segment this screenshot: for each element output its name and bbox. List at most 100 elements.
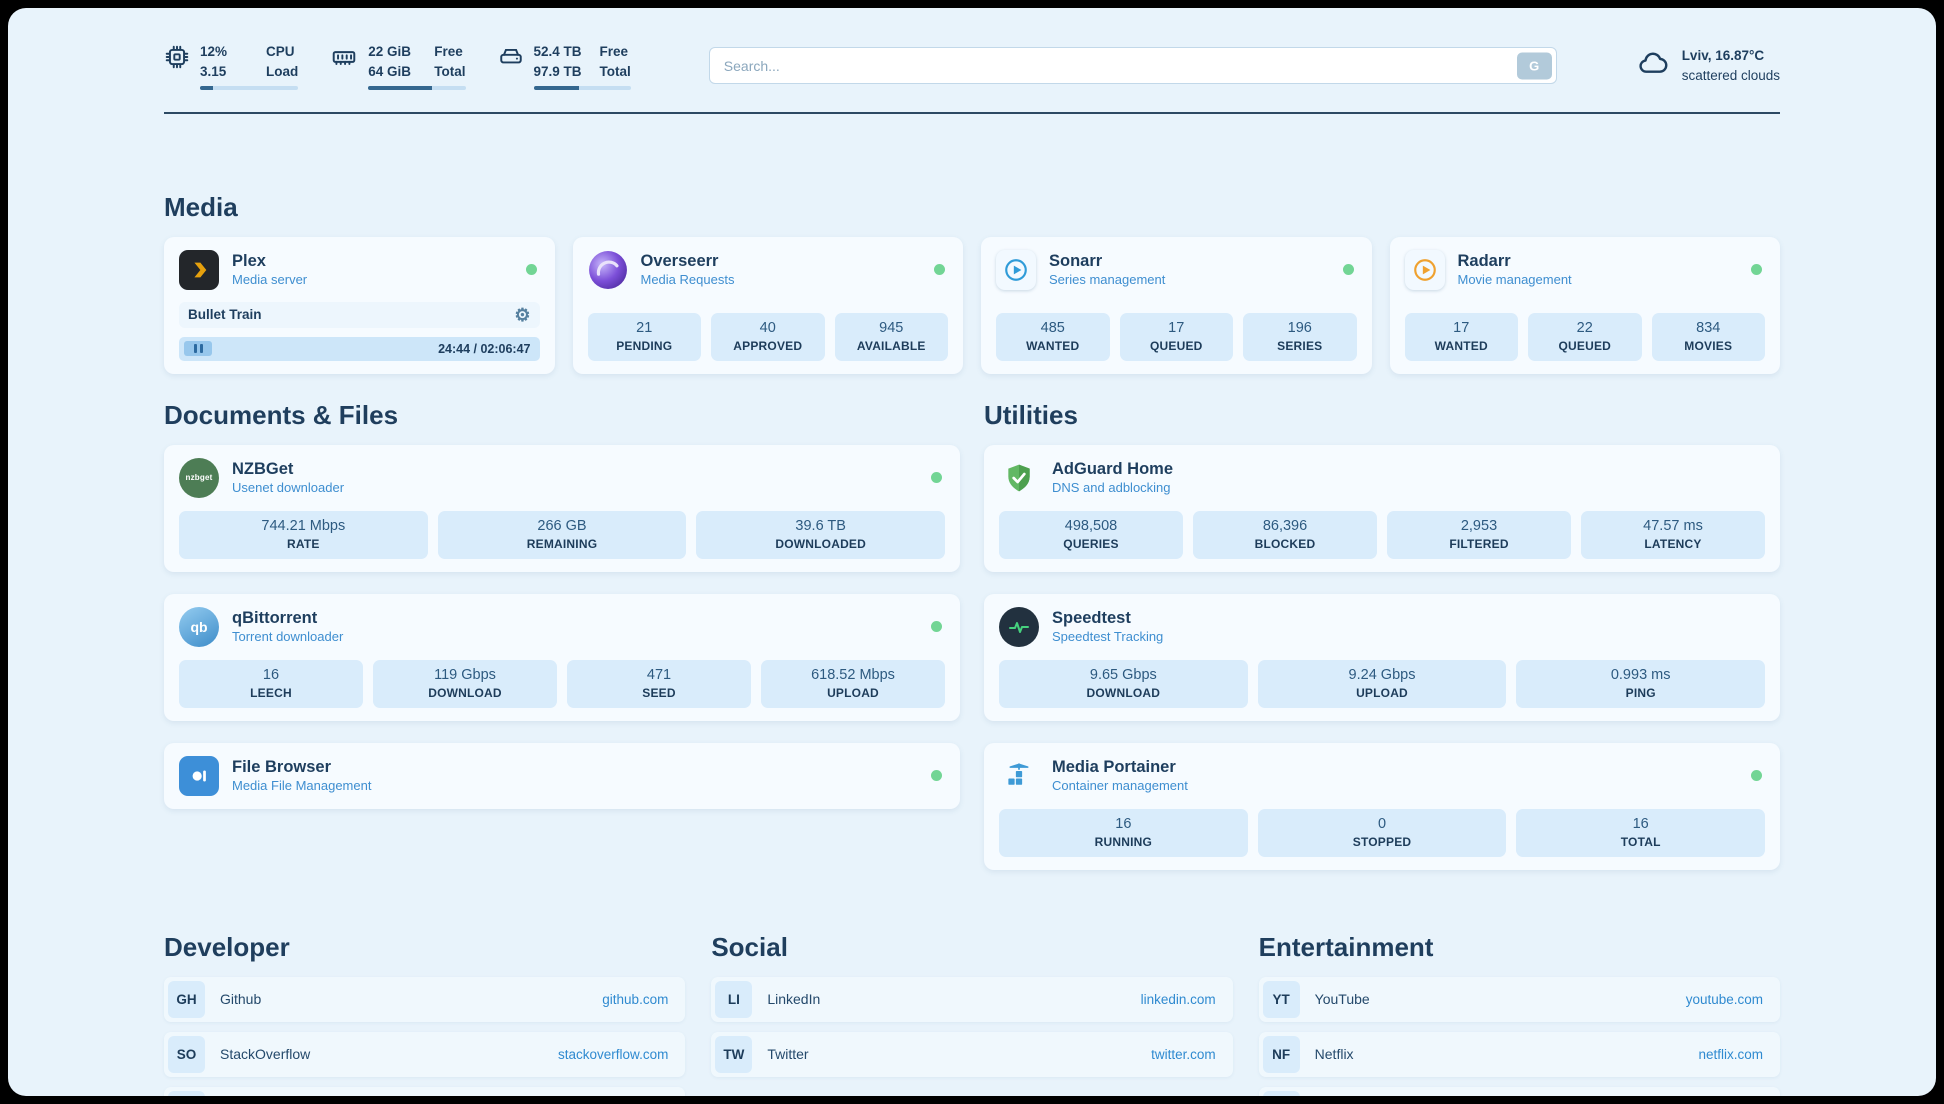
bookmark-link[interactable]: RE Reddit reddit.com bbox=[1258, 1086, 1780, 1096]
stat-value: 17 bbox=[1453, 319, 1470, 336]
speedtest-icon bbox=[999, 606, 1039, 647]
status-dot bbox=[1751, 264, 1762, 275]
app-subtitle: Media server bbox=[232, 272, 308, 288]
app-card-plex[interactable]: Plex Media server Bullet Train ⚙ 24:44 /… bbox=[164, 236, 555, 374]
playback-progress-bar[interactable]: 24:44 / 02:06:47 bbox=[179, 336, 540, 361]
stat-tile: 485 WANTED bbox=[996, 312, 1110, 361]
qbittorrent-icon: qb bbox=[179, 606, 219, 647]
bookmark-link[interactable]: GH Github github.com bbox=[164, 976, 686, 1022]
bookmark-icon: LI bbox=[715, 980, 753, 1018]
app-subtitle: Speedtest Tracking bbox=[1052, 629, 1164, 645]
status-dot bbox=[931, 472, 942, 483]
bookmark-url: netflix.com bbox=[1698, 1046, 1763, 1062]
app-card-qbittorrent[interactable]: qb qBittorrent Torrent downloader bbox=[164, 593, 960, 721]
gear-icon[interactable]: ⚙ bbox=[514, 304, 531, 325]
app-card-speedtest[interactable]: Speedtest Speedtest Tracking 9.65 Gbps D… bbox=[984, 593, 1780, 721]
app-name: Media Portainer bbox=[1052, 757, 1176, 776]
bookmark-link[interactable]: SO StackOverflow stackoverflow.com bbox=[164, 1031, 686, 1077]
stat-tile: 16 TOTAL bbox=[1516, 808, 1766, 857]
disk-total-value: 97.9 TB bbox=[533, 64, 582, 80]
stat-tile: 47.57 ms LATENCY bbox=[1581, 510, 1765, 559]
stat-label: QUEUED bbox=[1558, 338, 1612, 353]
app-card-radarr[interactable]: Radarr Movie management 17 WANTED bbox=[1389, 236, 1780, 374]
app-card-filebrowser[interactable]: File Browser Media File Management bbox=[164, 742, 960, 809]
status-dot bbox=[1342, 264, 1354, 275]
stat-tile: 618.52 Mbps UPLOAD bbox=[761, 659, 945, 708]
app-card-adguard[interactable]: AdGuard Home DNS and adblocking 498,508 … bbox=[984, 444, 1780, 572]
stat-tile: 744.21 Mbps RATE bbox=[179, 510, 428, 559]
stat-label: MOVIES bbox=[1684, 338, 1733, 353]
qbittorrent-icon-text: qb bbox=[190, 618, 208, 635]
header-divider bbox=[164, 111, 1780, 114]
search-input[interactable] bbox=[708, 47, 1557, 85]
bookmark-icon: NF bbox=[1262, 1035, 1300, 1073]
stat-label: APPROVED bbox=[733, 338, 803, 353]
search-container: G bbox=[708, 47, 1557, 85]
disk-usage-bar bbox=[533, 85, 631, 90]
stat-tile: 16 RUNNING bbox=[999, 808, 1248, 857]
filebrowser-icon bbox=[179, 755, 219, 796]
app-subtitle: Usenet downloader bbox=[232, 480, 345, 496]
app-name: File Browser bbox=[232, 757, 332, 776]
dashboard-frame: 12% 3.15 CPU Load bbox=[8, 8, 1936, 1096]
stat-label: UPLOAD bbox=[827, 685, 879, 700]
section-title-media: Media bbox=[164, 191, 238, 222]
stat-value: 196 bbox=[1287, 319, 1312, 336]
playback-time: 24:44 / 02:06:47 bbox=[438, 341, 531, 356]
stat-label: QUEUED bbox=[1149, 338, 1203, 353]
stat-value: 485 bbox=[1040, 319, 1065, 336]
stat-label: UPLOAD bbox=[1356, 685, 1408, 700]
stat-label: SERIES bbox=[1277, 338, 1323, 353]
memory-widget: 22 GiB 64 GiB Free Total bbox=[330, 42, 466, 90]
stat-value: 266 GB bbox=[537, 517, 587, 534]
cpu-usage-value: 12% bbox=[200, 44, 228, 59]
app-card-sonarr[interactable]: Sonarr Series management 485 WANTED bbox=[981, 236, 1372, 374]
disk-widget: 52.4 TB 97.9 TB Free Total bbox=[498, 42, 631, 90]
stat-value: 471 bbox=[646, 666, 672, 683]
app-subtitle: Torrent downloader bbox=[232, 629, 344, 645]
bookmark-link[interactable]: LI LinkedIn linkedin.com bbox=[711, 976, 1233, 1022]
bookmark-url: linkedin.com bbox=[1140, 991, 1216, 1007]
stat-tile: 0.993 ms PING bbox=[1516, 659, 1766, 708]
stat-value: 0 bbox=[1377, 815, 1387, 832]
bookmark-link[interactable]: DT DEV dev.to bbox=[164, 1086, 686, 1096]
bookmark-icon: TW bbox=[715, 1035, 753, 1073]
plex-icon bbox=[179, 249, 219, 290]
app-name: Radarr bbox=[1457, 251, 1511, 270]
app-card-portainer[interactable]: Media Portainer Container management 16 … bbox=[984, 742, 1780, 870]
stat-value: 9.65 Gbps bbox=[1089, 666, 1157, 683]
stat-tile: 498,508 QUERIES bbox=[999, 510, 1183, 559]
disk-free-label: Free bbox=[599, 44, 629, 59]
stat-value: 834 bbox=[1696, 319, 1721, 336]
pause-button[interactable] bbox=[184, 341, 212, 356]
app-card-nzbget[interactable]: nzbget NZBGet Usenet downloader bbox=[164, 444, 960, 572]
bookmark-name: LinkedIn bbox=[767, 991, 821, 1007]
stat-value: 39.6 TB bbox=[795, 517, 846, 534]
stat-tile: 945 AVAILABLE bbox=[834, 312, 948, 361]
stat-label: LATENCY bbox=[1644, 536, 1702, 551]
search-engine-button[interactable]: G bbox=[1516, 52, 1552, 80]
section-title-social: Social bbox=[711, 931, 788, 962]
stat-tile: 17 QUEUED bbox=[1119, 312, 1233, 361]
bookmark-icon: DT bbox=[168, 1090, 205, 1096]
app-subtitle: Movie management bbox=[1457, 272, 1572, 288]
app-name: NZBGet bbox=[232, 459, 294, 478]
bookmark-url: stackoverflow.com bbox=[558, 1046, 669, 1062]
status-dot bbox=[931, 770, 942, 781]
stat-value: 2,953 bbox=[1460, 517, 1498, 534]
stat-value: 618.52 Mbps bbox=[811, 666, 895, 683]
bookmark-name: Github bbox=[220, 991, 262, 1007]
bookmark-name: YouTube bbox=[1314, 991, 1370, 1007]
stat-label: AVAILABLE bbox=[856, 338, 926, 353]
bookmark-name: Netflix bbox=[1314, 1046, 1354, 1062]
stat-value: 21 bbox=[636, 319, 653, 336]
bookmark-link[interactable]: YT YouTube youtube.com bbox=[1258, 976, 1780, 1022]
bookmark-link[interactable]: TW Twitter twitter.com bbox=[711, 1031, 1233, 1077]
stat-tile: 40 APPROVED bbox=[711, 312, 825, 361]
disk-free-value: 52.4 TB bbox=[533, 44, 582, 59]
app-card-overseerr[interactable]: Overseerr Media Requests 21 PENDING bbox=[572, 236, 963, 374]
weather-widget: Lviv, 16.87°C scattered clouds bbox=[1635, 46, 1780, 87]
now-playing-row: Bullet Train ⚙ bbox=[179, 301, 540, 328]
bookmark-url: youtube.com bbox=[1685, 991, 1763, 1007]
bookmark-link[interactable]: NF Netflix netflix.com bbox=[1258, 1031, 1780, 1077]
